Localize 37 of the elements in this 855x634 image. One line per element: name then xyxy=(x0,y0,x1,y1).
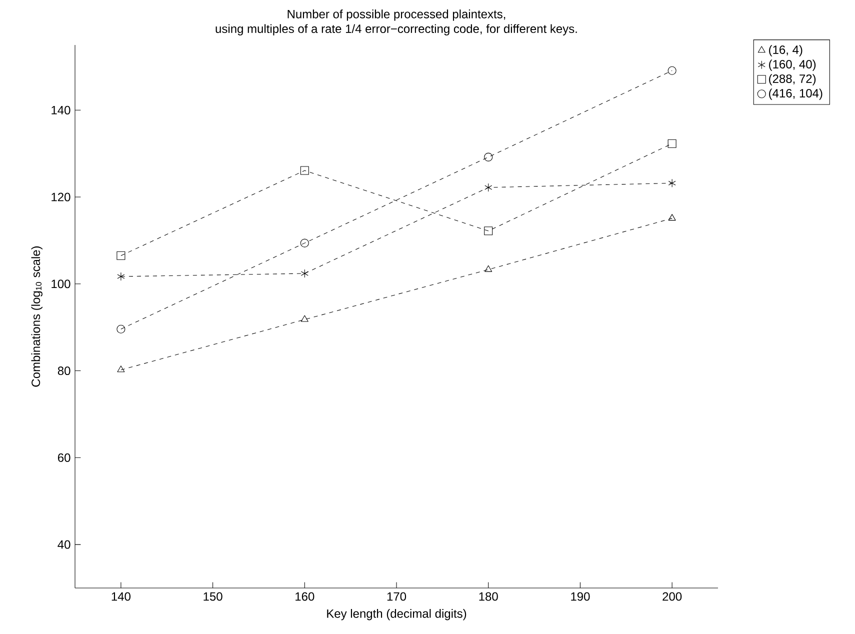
chart-title: Number of possible processed plaintexts, xyxy=(288,10,506,21)
y-tick-label: 80 xyxy=(58,366,70,376)
point xyxy=(484,152,493,162)
legend-label: (416, 104) xyxy=(769,88,822,100)
point xyxy=(484,265,492,272)
point xyxy=(668,178,676,188)
x-tick-label: 140 xyxy=(112,592,130,601)
point xyxy=(668,139,676,148)
y-tick-label: 120 xyxy=(52,192,70,202)
point xyxy=(300,238,309,248)
x-tick-label: 180 xyxy=(479,592,498,601)
point xyxy=(116,251,126,260)
point xyxy=(484,183,492,192)
x-axis-title: Key length (decimal digits) xyxy=(327,609,466,620)
point xyxy=(300,269,308,278)
x-tick-label: 190 xyxy=(571,592,590,601)
x-tick-label: 150 xyxy=(204,592,222,601)
point xyxy=(117,272,125,281)
legend-label: (160, 40) xyxy=(769,60,816,71)
legend-label: (288, 72) xyxy=(769,74,816,86)
legend-label: (16, 4) xyxy=(769,45,802,56)
y-axis-title: Combinations (log$_{10}$ scale) xyxy=(31,246,42,387)
y-tick-label: 40 xyxy=(58,540,70,549)
y-tick-label: 100 xyxy=(52,280,70,288)
point xyxy=(300,166,309,175)
point xyxy=(300,315,308,322)
point xyxy=(117,366,125,372)
y-tick-label: 60 xyxy=(58,453,70,462)
y-tick-label: 140 xyxy=(52,106,70,114)
point xyxy=(668,214,676,221)
point xyxy=(484,226,493,236)
x-tick-label: 170 xyxy=(387,592,406,601)
point xyxy=(116,324,126,334)
point xyxy=(668,66,676,75)
x-tick-label: 160 xyxy=(296,592,314,601)
x-tick-label: 200 xyxy=(662,592,682,601)
chart-subtitle: using multiples of a rate 1/4 error−correcting code, for different keys. xyxy=(216,24,577,36)
